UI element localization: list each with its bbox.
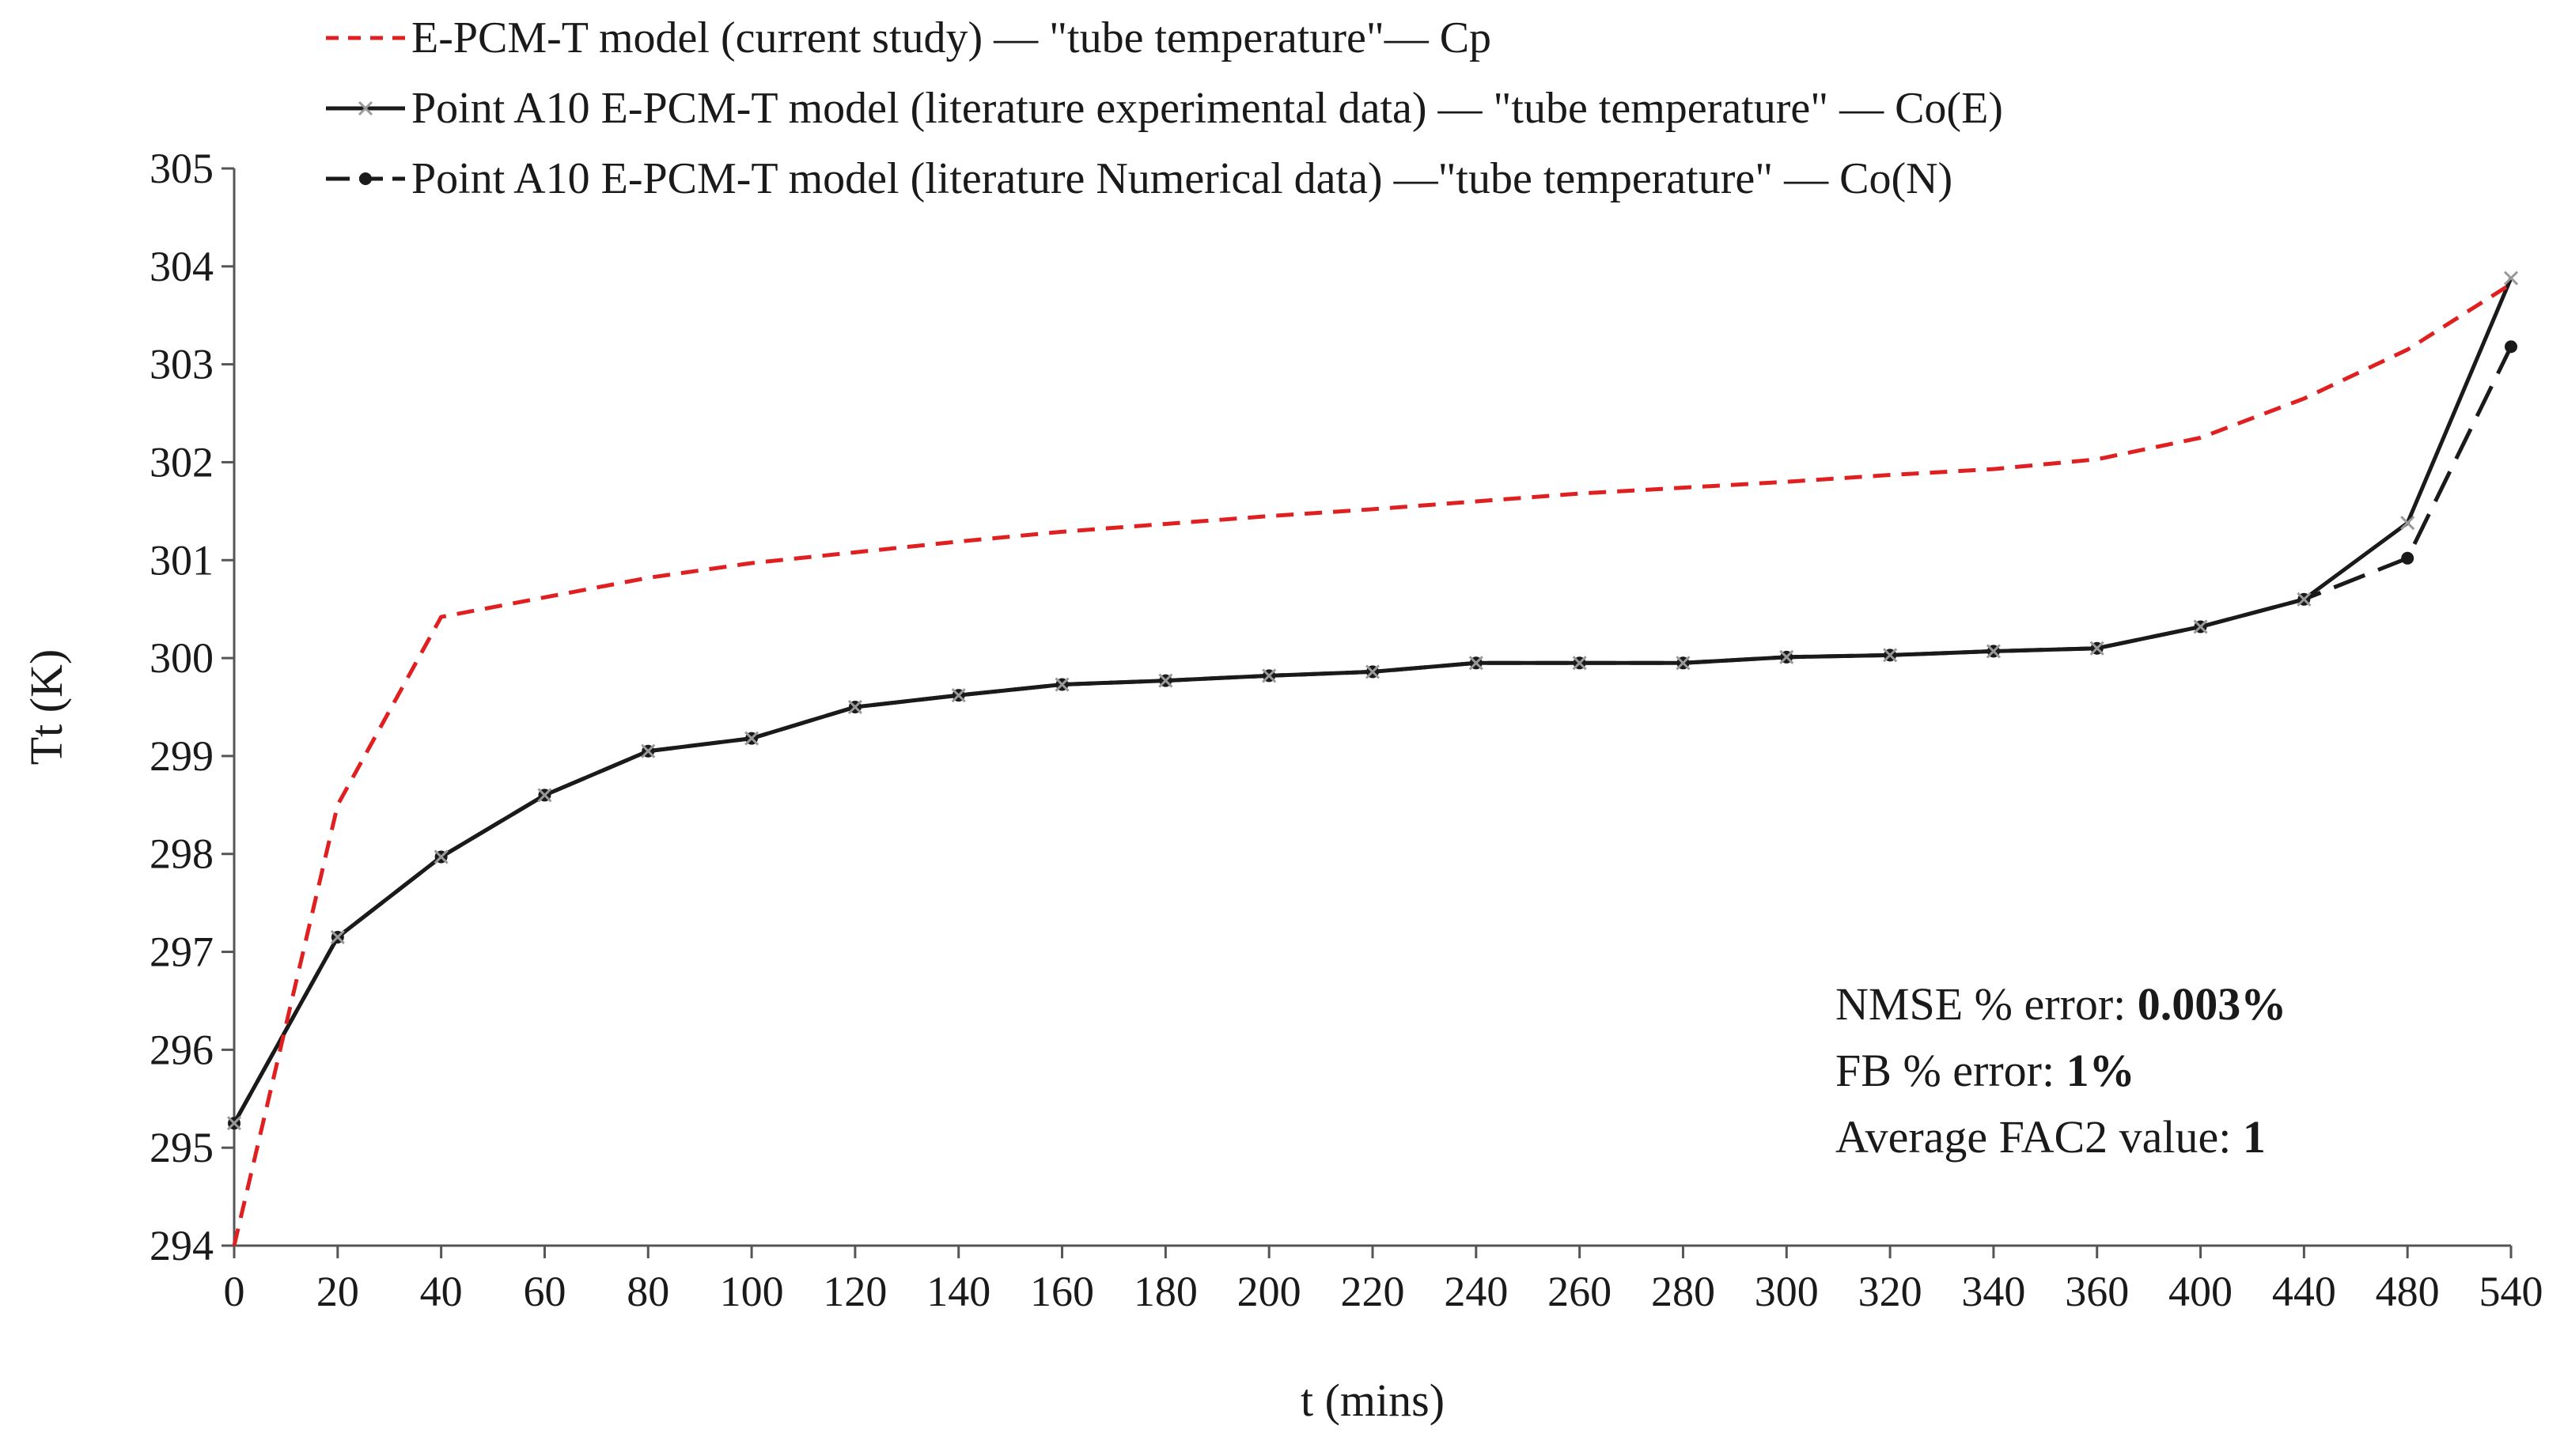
x-tick-label: 280 [1651, 1268, 1715, 1315]
data-point [1262, 668, 1277, 683]
x-tick-label: 120 [823, 1268, 887, 1315]
x-tick-label: 440 [2272, 1268, 2336, 1315]
x-axis-ticks: 0 20 40 60 80 100 120 140 160 180 200 220 240 260 280 3… [224, 1246, 2543, 1315]
legend-label-1: Point A10 E-PCM-T model (literature expe… [411, 84, 2003, 133]
legend: E-PCM-T model (current study) — "tube te… [326, 13, 2003, 203]
y-tick-label: 303 [150, 341, 214, 388]
x-tick-label: 100 [720, 1268, 784, 1315]
y-tick-label: 304 [150, 243, 214, 290]
data-point [1779, 649, 1794, 664]
x-axis-title: t (mins) [1301, 1375, 1445, 1426]
data-point [2503, 270, 2519, 286]
axes [233, 168, 2511, 1247]
y-axis-title: Tt (K) [21, 649, 72, 766]
legend-label-0: E-PCM-T model (current study) — "tube te… [411, 13, 1491, 62]
legend-marker-2 [359, 172, 372, 185]
data-point [641, 743, 656, 758]
x-tick-label: 260 [1547, 1268, 1611, 1315]
y-tick-label: 301 [150, 536, 214, 584]
series-group [226, 270, 2519, 1246]
data-point [951, 688, 966, 703]
x-tick-label: 0 [224, 1268, 245, 1315]
x-tick-label: 80 [627, 1268, 669, 1315]
error-metrics-annotation: NMSE % error: 0.003% FB % error: 1% Aver… [1835, 971, 2286, 1170]
data-point [2401, 551, 2414, 565]
x-tick-label: 140 [926, 1268, 990, 1315]
data-point [1883, 648, 1898, 663]
fac2-value: 1 [2242, 1111, 2266, 1163]
x-tick-label: 480 [2376, 1268, 2440, 1315]
data-point [537, 788, 552, 803]
data-point [2400, 516, 2415, 531]
nmse-annotation: NMSE % error: 0.003% [1835, 978, 2287, 1030]
fb-annotation: FB % error: 1% [1835, 1045, 2135, 1096]
x-tick-label: 40 [420, 1268, 463, 1315]
data-point [330, 929, 345, 945]
y-tick-label: 299 [150, 732, 214, 780]
x-tick-label: 320 [1858, 1268, 1922, 1315]
y-tick-label: 305 [150, 145, 214, 192]
y-tick-label: 296 [150, 1026, 214, 1073]
data-point [2193, 619, 2208, 634]
data-point [434, 849, 449, 864]
x-tick-label: 540 [2479, 1268, 2543, 1315]
series-line-0 [232, 282, 2513, 1246]
nmse-value: 0.003% [2137, 978, 2287, 1030]
x-tick-label: 200 [1237, 1268, 1301, 1315]
y-tick-label: 295 [150, 1124, 214, 1171]
x-tick-label: 400 [2168, 1268, 2233, 1315]
y-tick-label: 298 [150, 830, 214, 878]
y-tick-label: 297 [150, 928, 214, 976]
data-point [1676, 656, 1691, 671]
fac2-annotation: Average FAC2 value: 1 [1835, 1111, 2266, 1163]
data-point [226, 1116, 242, 1131]
series-0 [232, 282, 2513, 1246]
data-point [2297, 592, 2312, 607]
x-tick-label: 300 [1755, 1268, 1819, 1315]
data-point [1468, 656, 1483, 671]
y-tick-label: 300 [150, 634, 214, 682]
x-tick-label: 360 [2065, 1268, 2129, 1315]
data-point [1986, 644, 2001, 659]
fb-value: 1% [2066, 1045, 2135, 1096]
legend-label-2: Point A10 E-PCM-T model (literature Nume… [411, 154, 1952, 203]
data-point [1572, 656, 1587, 671]
y-tick-label: 302 [150, 438, 214, 486]
x-tick-label: 20 [316, 1268, 359, 1315]
x-tick-label: 160 [1030, 1268, 1094, 1315]
data-point [2505, 340, 2517, 354]
x-tick-label: 340 [1961, 1268, 2025, 1315]
x-tick-label: 220 [1341, 1268, 1405, 1315]
x-tick-label: 180 [1134, 1268, 1198, 1315]
series-1 [226, 270, 2519, 1131]
data-point [744, 731, 759, 746]
y-axis-ticks: 294 295 296 297 298 299 300 301 302 303 304 305 [150, 145, 234, 1269]
legend-marker-1 [358, 100, 373, 116]
x-tick-label: 240 [1444, 1268, 1508, 1315]
data-point [847, 699, 862, 715]
x-tick-label: 60 [523, 1268, 566, 1315]
data-point [1055, 677, 1070, 692]
data-point [2089, 641, 2104, 656]
data-point [1365, 664, 1380, 679]
y-tick-label: 294 [150, 1222, 214, 1269]
data-point [1158, 673, 1173, 688]
